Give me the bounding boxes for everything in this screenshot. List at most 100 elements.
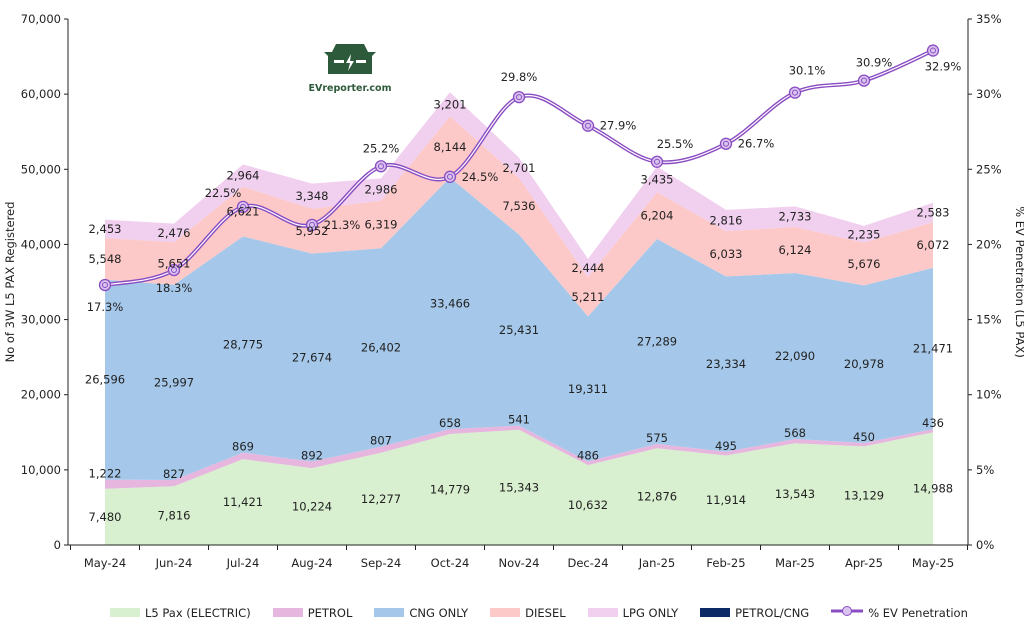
y2-tick-label: 30% bbox=[976, 87, 1002, 101]
y-tick-label: 70,000 bbox=[21, 12, 61, 26]
ev-marker bbox=[926, 44, 940, 57]
data-label: 5,211 bbox=[572, 290, 605, 304]
y-tick-label: 10,000 bbox=[21, 463, 61, 477]
data-label: 568 bbox=[784, 426, 806, 440]
area-diesel bbox=[105, 116, 933, 317]
legend-item-lpg-only: LPG ONLY bbox=[587, 606, 678, 620]
ev-percent-label: 22.5% bbox=[205, 186, 242, 200]
data-label: 3,435 bbox=[641, 172, 674, 186]
ev-marker bbox=[857, 74, 871, 87]
area-lpg-only bbox=[105, 92, 933, 278]
ev-marker bbox=[374, 160, 388, 173]
data-label: 25,997 bbox=[154, 375, 194, 389]
x-tick-label: Jul-24 bbox=[226, 556, 260, 570]
x-tick-label: Sep-24 bbox=[361, 556, 401, 570]
data-label: 28,775 bbox=[223, 338, 263, 352]
ev-marker-inner bbox=[171, 266, 177, 273]
data-label: 2,733 bbox=[779, 210, 812, 224]
data-label: 2,816 bbox=[710, 214, 743, 228]
data-label: 6,033 bbox=[710, 247, 743, 261]
x-tick-label: Jun-24 bbox=[155, 556, 193, 570]
ev-marker bbox=[236, 200, 250, 214]
x-tick-label: Mar-25 bbox=[775, 556, 815, 570]
data-label: 2,964 bbox=[227, 169, 260, 183]
x-tick-label: Apr-25 bbox=[845, 556, 883, 570]
legend-label: L5 Pax (ELECTRIC) bbox=[145, 605, 251, 620]
data-label: 11,421 bbox=[223, 495, 263, 509]
ev-percent-label: 21.3% bbox=[324, 218, 361, 232]
legend-label: % EV Penetration bbox=[868, 605, 968, 620]
ev-marker-inner bbox=[792, 89, 798, 96]
ev-marker-inner bbox=[861, 77, 867, 84]
y2-tick-label: 20% bbox=[976, 237, 1002, 251]
data-label: 13,129 bbox=[844, 489, 884, 503]
x-tick-label: Jan-25 bbox=[638, 556, 676, 570]
ev-marker-inner bbox=[723, 140, 729, 147]
y2-tick-label: 15% bbox=[976, 313, 1002, 327]
legend-item-cng-only: CNG ONLY bbox=[374, 606, 468, 620]
data-label: 7,480 bbox=[89, 510, 122, 524]
ev-marker bbox=[719, 137, 733, 150]
evreporter-logo: EVreporter.com bbox=[300, 42, 400, 94]
data-label: 3,348 bbox=[296, 189, 329, 203]
ev-marker-inner bbox=[102, 282, 108, 289]
data-label: 26,596 bbox=[85, 373, 125, 387]
y2-tick-label: 35% bbox=[976, 12, 1002, 26]
y2-tick-label: 0% bbox=[976, 538, 994, 552]
data-label: 25,431 bbox=[499, 323, 539, 337]
ev-penetration-line bbox=[98, 44, 940, 292]
legend: L5 Pax (ELECTRIC) PETROL CNG ONLY DIESEL LPG… bbox=[110, 605, 968, 620]
y2-axis-title: % EV Penetration (L5 PAX) bbox=[1013, 206, 1024, 358]
data-label: 495 bbox=[715, 439, 737, 453]
y-tick-label: 60,000 bbox=[21, 87, 61, 101]
y-tick-label: 20,000 bbox=[21, 388, 61, 402]
ev-marker bbox=[167, 263, 181, 277]
y-tick-label: 30,000 bbox=[21, 313, 61, 327]
ev-marker bbox=[581, 119, 595, 132]
data-label: 3,201 bbox=[434, 97, 467, 111]
ev-marker-inner bbox=[516, 94, 522, 101]
y-tick-label: 50,000 bbox=[21, 162, 61, 176]
ev-marker bbox=[305, 218, 319, 232]
data-label: 21,471 bbox=[913, 341, 953, 355]
data-label: 20,978 bbox=[844, 357, 884, 371]
data-label: 6,072 bbox=[917, 238, 950, 252]
data-label: 2,701 bbox=[503, 161, 536, 175]
data-label: 436 bbox=[922, 416, 944, 430]
area-petrol bbox=[105, 425, 933, 489]
legend-swatch bbox=[272, 606, 303, 620]
data-label: 2,476 bbox=[158, 226, 191, 240]
ev-percent-label: 25.2% bbox=[363, 141, 400, 155]
data-label: 7,536 bbox=[503, 199, 536, 213]
legend-item-petrol: PETROL bbox=[272, 606, 352, 620]
ev-percent-label: 32.9% bbox=[925, 60, 962, 74]
data-label: 19,311 bbox=[568, 382, 608, 396]
data-label: 12,277 bbox=[361, 492, 401, 506]
ev-percent-label: 27.9% bbox=[600, 119, 637, 133]
data-label: 2,444 bbox=[572, 261, 605, 275]
data-label: 27,289 bbox=[637, 334, 677, 348]
legend-swatch bbox=[374, 606, 405, 620]
ev-marker-inner bbox=[309, 221, 315, 228]
data-label: 13,543 bbox=[775, 487, 815, 501]
data-label: 1,222 bbox=[89, 467, 122, 481]
data-label: 12,876 bbox=[637, 490, 677, 504]
data-label: 8,144 bbox=[434, 140, 467, 154]
x-tick-label: Nov-24 bbox=[499, 556, 540, 570]
data-label: 14,779 bbox=[430, 482, 470, 496]
area-l5-pax-electric- bbox=[105, 429, 933, 545]
legend-swatch bbox=[110, 606, 140, 620]
data-label: 658 bbox=[439, 416, 461, 430]
data-label: 33,466 bbox=[430, 296, 470, 310]
axes: 0 10,000 20,000 30,000 40,000 50,000 60,000 70,… bbox=[21, 12, 1002, 570]
data-labels: 7,480 7,816 11,421 10,224 12,277 14,779 15,343… bbox=[85, 56, 961, 524]
ev-marker-inner bbox=[240, 203, 246, 210]
data-label: 575 bbox=[646, 431, 668, 445]
car-bolt-icon bbox=[324, 44, 376, 74]
x-tick-label: Aug-24 bbox=[291, 556, 332, 570]
legend-label: CNG ONLY bbox=[409, 605, 469, 620]
x-tick-label: May-25 bbox=[912, 556, 954, 570]
data-label: 5,651 bbox=[158, 256, 191, 270]
legend-item-l5-pax-electric-: L5 Pax (ELECTRIC) bbox=[110, 606, 251, 620]
